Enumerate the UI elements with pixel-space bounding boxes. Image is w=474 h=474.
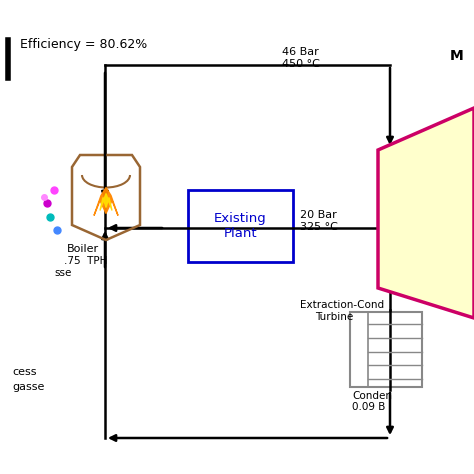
Text: Boiler: Boiler: [67, 244, 99, 254]
Text: cess: cess: [12, 367, 36, 377]
Text: 46 Bar: 46 Bar: [282, 47, 319, 57]
Text: 0.09 B: 0.09 B: [352, 402, 385, 412]
Text: Existing
Plant: Existing Plant: [214, 212, 267, 240]
FancyBboxPatch shape: [350, 312, 422, 387]
FancyBboxPatch shape: [188, 190, 293, 262]
Text: 450 °C: 450 °C: [282, 59, 320, 69]
Text: Turbine: Turbine: [315, 312, 353, 322]
Text: Extraction-Cond: Extraction-Cond: [300, 300, 384, 310]
Text: gasse: gasse: [12, 382, 45, 392]
Text: 20 Bar: 20 Bar: [300, 210, 337, 220]
Polygon shape: [378, 108, 474, 318]
Text: Efficiency = 80.62%: Efficiency = 80.62%: [20, 38, 147, 51]
Text: M: M: [450, 49, 464, 63]
Text: Conden: Conden: [352, 391, 392, 401]
Text: .75  TPH: .75 TPH: [64, 256, 108, 266]
Polygon shape: [94, 188, 118, 216]
Text: 325 °C: 325 °C: [300, 222, 338, 232]
Text: sse: sse: [54, 268, 72, 278]
Polygon shape: [100, 193, 112, 210]
